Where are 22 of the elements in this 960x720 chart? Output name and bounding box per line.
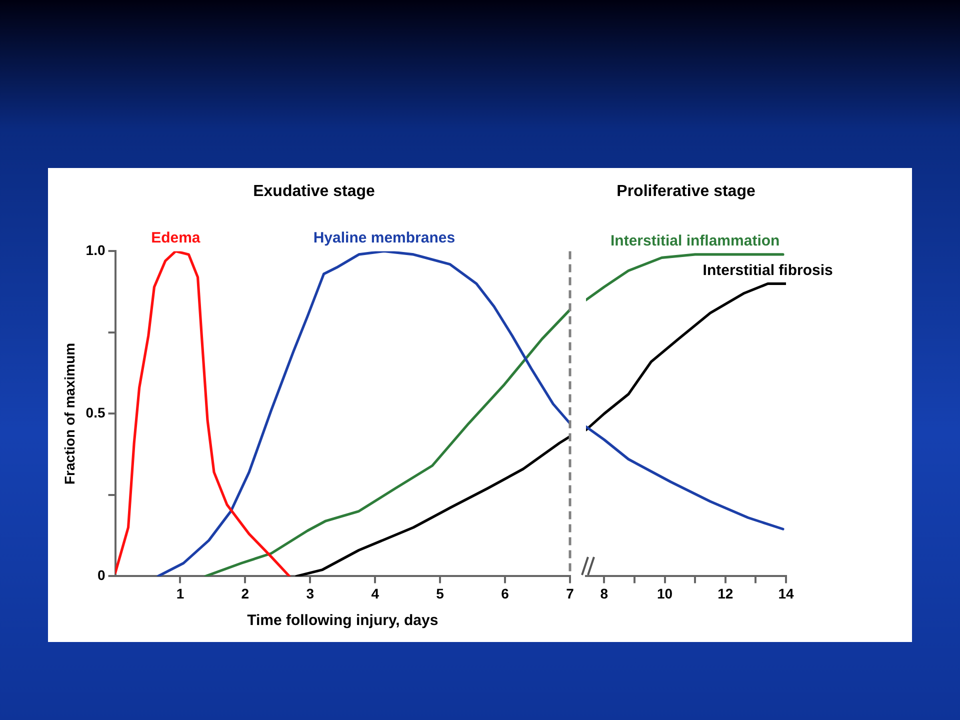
x-tick-label: 14 [778,585,794,602]
chart-title: Exudative stage [253,183,376,200]
chart-title: Proliferative stage [616,183,756,200]
series-label: Interstitial inflammation [610,232,780,250]
x-tick-label: 7 [566,585,574,602]
series-label: Interstitial fibrosis [702,262,833,279]
y-tick-label: 0.5 [86,404,106,421]
x-tick-label: 2 [241,585,250,602]
y-tick-label: 1.0 [86,242,106,258]
series-label: Hyaline membranes [313,229,456,246]
y-tick-label: 0 [97,567,106,584]
x-tick-label: 12 [718,585,734,602]
x-tick-label: 10 [657,585,673,602]
y-axis-title: Fraction of maximum [61,342,78,484]
x-axis-title: Time following injury, days [247,612,438,630]
x-tick-label: 8 [600,585,608,602]
series-label: Edema [151,229,201,246]
x-tick-label: 4 [371,585,380,602]
x-tick-label: 5 [436,585,444,602]
x-tick-label: 1 [176,585,184,602]
x-tick-label: 3 [306,585,314,602]
x-tick-label: 6 [501,585,510,602]
